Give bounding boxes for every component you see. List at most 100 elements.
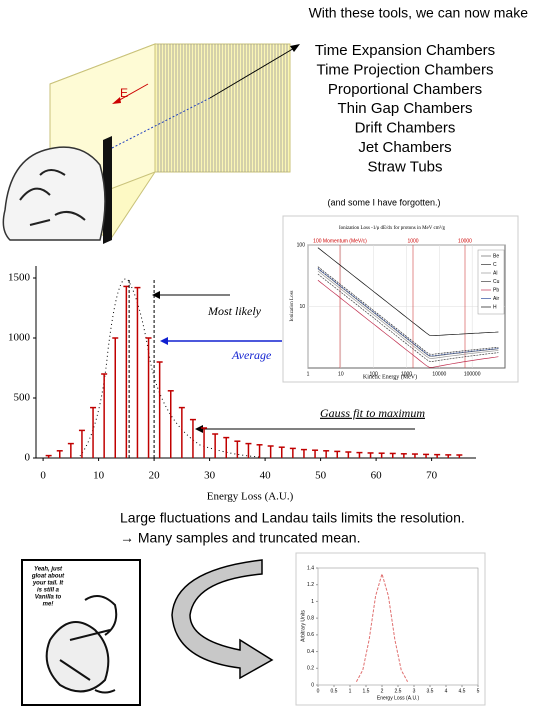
- y-tick-label: 1: [311, 599, 314, 605]
- comic-text: Vanilla to: [35, 595, 62, 601]
- x-tick-label: 60: [371, 470, 383, 482]
- ionization-curve: [317, 268, 499, 357]
- legend-label: Air: [493, 296, 499, 302]
- x-tick-label: 1.5: [363, 688, 370, 694]
- x-tick-label: 10000: [432, 371, 446, 377]
- comic-text: your tail. It: [32, 581, 64, 587]
- legend-label: C: [493, 262, 497, 268]
- x-tick-label: 100: [369, 371, 378, 377]
- x-tick-label: 2: [381, 688, 384, 694]
- arrowhead: [160, 337, 168, 345]
- x-tick-label: 4: [445, 688, 448, 694]
- comic-figure: [45, 621, 110, 693]
- y-tick-label: 100: [297, 242, 306, 248]
- cartoon-stripes: [19, 169, 86, 226]
- y-tick-label: 0.8: [307, 615, 314, 621]
- x-tick-label: 0.5: [331, 688, 338, 694]
- momentum-label: 100 Momentum (MeV/c): [313, 238, 367, 244]
- field-arrow: [115, 83, 149, 103]
- x-axis-label: Energy Loss (A.U.): [377, 695, 420, 701]
- legend-box: [477, 249, 505, 315]
- ionization-curve: [317, 270, 499, 359]
- y-tick-label: 0.6: [307, 632, 314, 638]
- end-plate: [103, 136, 112, 244]
- x-tick-label: 10: [338, 371, 344, 377]
- x-tick-label: 4.5: [459, 688, 466, 694]
- momentum-label: 1000: [407, 238, 418, 244]
- ionization-plot: Ionization Loss -1/ρ dE/dx for protons i…: [282, 215, 519, 383]
- x-tick-label: 3: [413, 688, 416, 694]
- list-item: Time Expansion Chambers: [315, 42, 495, 59]
- box-side: [154, 43, 291, 173]
- chamber-list: Time Expansion Chambers Time Projection C…: [315, 42, 495, 175]
- x-tick-label: 2.5: [395, 688, 402, 694]
- arrowhead: [290, 44, 300, 52]
- list-item: Jet Chambers: [358, 139, 451, 156]
- y-tick-label: 0: [25, 452, 31, 464]
- caption-line: → Many samples and truncated mean.: [120, 530, 360, 546]
- gauss-plot: Energy Loss (A.U.) Arbitrary Units 0 0.2 0…: [295, 552, 486, 706]
- gauss-curve: [355, 572, 409, 683]
- ionization-curve: [317, 279, 499, 368]
- x-tick-label: 1: [349, 688, 352, 694]
- arrowhead: [152, 291, 160, 299]
- y-tick-label: 1500: [8, 272, 31, 284]
- comic-text: me!: [43, 602, 54, 608]
- wire-planes: [157, 44, 288, 172]
- x-tick-label: 70: [426, 470, 438, 482]
- ionization-curve: [317, 273, 499, 362]
- legend-label: Al: [493, 270, 497, 276]
- ionization-curve: [317, 247, 499, 337]
- comic-text: is still a: [37, 588, 60, 594]
- x-tick-label: 20: [149, 470, 161, 482]
- y-tick-label: 1000: [8, 332, 31, 344]
- note: (and some I have forgotten.): [327, 197, 440, 207]
- x-axis-label: Kinetic Energy (MeV): [363, 373, 417, 380]
- list-item: Time Projection Chambers: [316, 61, 493, 78]
- x-tick-label: 30: [204, 470, 216, 482]
- list-item: Proportional Chambers: [328, 81, 482, 98]
- legend-label: Cu: [493, 279, 500, 285]
- list-item: Straw Tubs: [367, 158, 442, 175]
- x-tick-label: 40: [260, 470, 272, 482]
- list-item: Thin Gap Chambers: [337, 100, 472, 117]
- legend-label: Pb: [493, 287, 499, 293]
- annotation: Gauss fit to maximum: [320, 406, 425, 420]
- plot-frame: [295, 552, 486, 706]
- y-axis-label: Ionization Loss: [290, 290, 295, 321]
- arrowhead: [112, 97, 121, 104]
- y-tick-label: 0.4: [307, 649, 314, 655]
- field-label: E: [120, 86, 128, 100]
- y-tick-label: 10: [299, 304, 305, 310]
- arrowhead: [195, 425, 203, 433]
- x-axis-label: Energy Loss (A.U.): [207, 491, 294, 503]
- y-axis-label: Arbitrary Units: [300, 610, 306, 642]
- legend-label: Be: [493, 253, 499, 259]
- track: [209, 46, 297, 99]
- x-tick-label: 100000: [464, 371, 481, 377]
- ionization-curve: [317, 267, 499, 357]
- comic-text: Yeah, just: [34, 567, 63, 573]
- cartoon-cat: [2, 146, 106, 241]
- y-tick-label: 1.2: [307, 582, 314, 588]
- comic-text: gloat about: [31, 574, 65, 580]
- x-tick-label: 3.5: [427, 688, 434, 694]
- detector-illustration: E: [2, 43, 300, 244]
- caption-line: Large fluctuations and Landau tails limi…: [120, 510, 465, 526]
- x-tick-label: 50: [315, 470, 327, 482]
- x-tick-label: 1000: [401, 371, 412, 377]
- comic-lines: [59, 595, 118, 694]
- x-tick-label: 10: [93, 470, 105, 482]
- x-tick-label: 0: [40, 470, 46, 482]
- momentum-label: 10000: [458, 238, 472, 244]
- list-item: Drift Chambers: [355, 120, 456, 137]
- annotation: Most likely: [207, 304, 262, 318]
- ionization-curve: [317, 266, 499, 355]
- legend-label: H: [493, 304, 497, 310]
- curved-arrow: [171, 559, 274, 680]
- y-tick-label: 1.4: [307, 565, 314, 571]
- y-tick-label: 0: [311, 682, 314, 688]
- histogram: Energy Loss (A.U.) Most likely Average G…: [8, 266, 476, 503]
